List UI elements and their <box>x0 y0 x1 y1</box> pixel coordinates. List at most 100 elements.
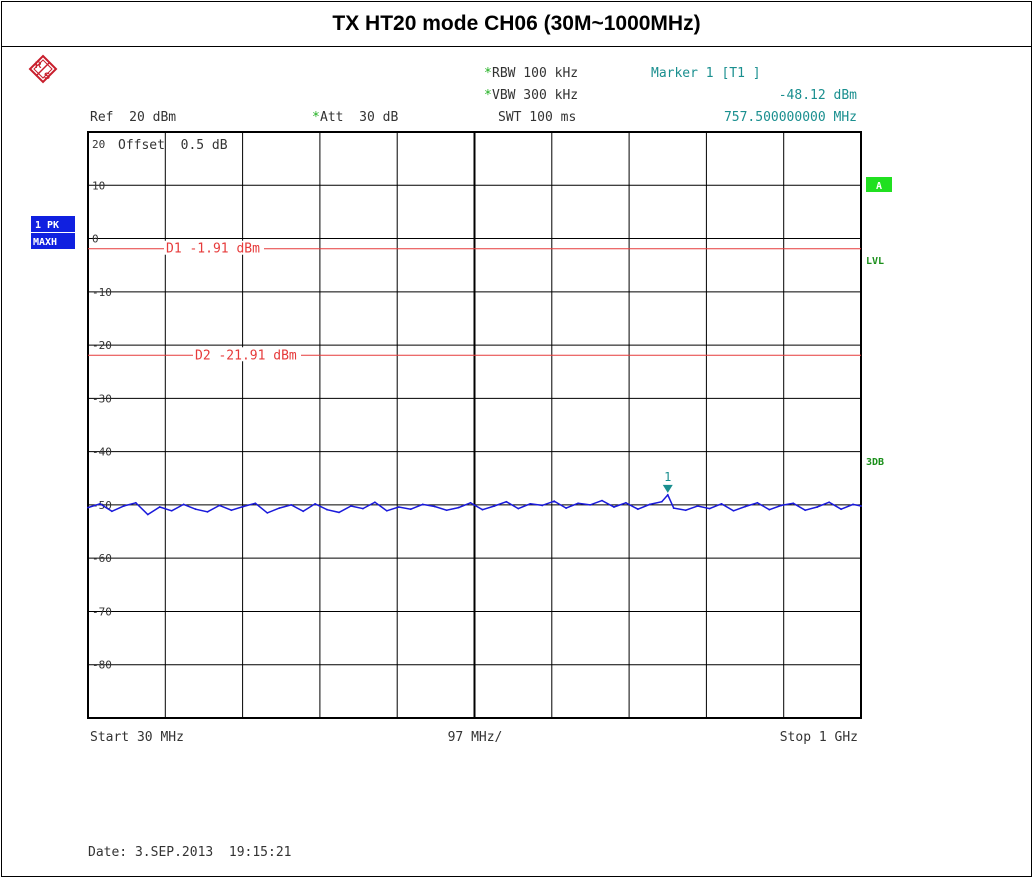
trace-point <box>409 508 412 511</box>
rohde-schwarz-logo: R S <box>28 54 58 84</box>
display-line-label-bg <box>193 347 301 362</box>
trace-mode-label: MAXH <box>33 237 57 248</box>
trace-point <box>565 507 568 510</box>
trace-point <box>278 507 281 510</box>
trace-point <box>613 506 615 508</box>
trace-point <box>852 503 854 506</box>
date-stamp: Date: 3.SEP.2013 19:15:21 <box>88 845 292 860</box>
svg-text:R: R <box>35 60 42 70</box>
trace-point <box>433 505 436 508</box>
display-line-label-bg <box>164 240 264 255</box>
marker-frequency: 757.500000000 MHz <box>724 110 857 125</box>
trace-point <box>636 508 639 511</box>
y-tick-label: -40 <box>92 446 112 459</box>
vbw-label: VBW 300 kHz <box>492 88 578 103</box>
trace-point <box>134 501 137 504</box>
trace-point <box>672 507 675 510</box>
trace-point <box>625 501 627 504</box>
trace-point <box>373 501 376 504</box>
trace-point <box>684 509 687 512</box>
trace-point <box>708 507 711 510</box>
trace-point <box>756 501 759 504</box>
trace-point <box>122 505 125 507</box>
trace-point <box>457 506 460 509</box>
trace-point <box>648 503 651 506</box>
three-db-badge: 3DB <box>866 457 884 468</box>
trace-point <box>182 503 185 506</box>
marker-1: 1 <box>662 470 673 493</box>
trace-point <box>87 506 89 509</box>
trace-point <box>529 502 532 505</box>
trace-point <box>780 504 783 507</box>
attenuation-label: Att 30 dB <box>320 110 398 125</box>
trace-point <box>314 502 317 505</box>
marker-title: Marker 1 [T1 ] <box>651 66 761 81</box>
marker-triangle <box>662 484 673 493</box>
display-line-label-d1: D1 -1.91 dBm <box>166 242 260 257</box>
trace-point <box>230 509 233 512</box>
trace-point <box>206 510 209 513</box>
trace-point <box>445 509 448 512</box>
y-tick-label: -20 <box>92 339 112 352</box>
trace-point <box>732 509 735 512</box>
lvl-badge: LVL <box>866 256 884 267</box>
grid <box>88 132 861 718</box>
svg-text:S: S <box>44 71 50 81</box>
trace-point <box>493 505 496 507</box>
trace-point <box>481 508 484 511</box>
trace-point <box>553 500 556 503</box>
trace-point <box>385 509 388 512</box>
trace-point <box>290 504 293 506</box>
y-tick-label: -80 <box>92 659 112 672</box>
trace-point <box>744 505 747 508</box>
y-tick-label: 20 <box>92 138 105 151</box>
y-tick-label: -30 <box>92 392 112 405</box>
rbw-star: * <box>484 66 492 81</box>
trace-point <box>111 510 113 513</box>
trace-point <box>505 500 508 503</box>
trace-point <box>720 502 723 505</box>
trace-point <box>541 504 544 507</box>
trace-point <box>517 507 520 510</box>
trace-point <box>99 502 101 505</box>
trace-point <box>469 501 472 504</box>
trace-point <box>338 511 340 514</box>
marker-level: -48.12 dBm <box>779 88 857 103</box>
ref-level-label: Ref 20 dBm <box>90 110 176 125</box>
trace-point <box>589 504 591 506</box>
trace-point <box>170 509 173 512</box>
y-tick-label: 10 <box>92 179 105 192</box>
y-tick-label: -70 <box>92 605 112 618</box>
trace-point <box>362 507 364 510</box>
trace-point <box>601 499 603 502</box>
trace-point <box>158 506 161 508</box>
a-badge-bg <box>866 177 892 192</box>
report-title: TX HT20 mode CH06 (30M~1000MHz) <box>332 12 701 35</box>
trace-point <box>350 505 352 507</box>
trace-point <box>840 508 842 511</box>
trace-point <box>266 512 269 514</box>
trace-detector-label: 1 PK <box>35 220 59 231</box>
trace-point <box>860 505 862 507</box>
trace-point <box>577 502 579 505</box>
trace-point <box>194 508 197 511</box>
stop-frequency: Stop 1 GHz <box>780 730 858 745</box>
marker-label: 1 <box>664 470 671 484</box>
sweep-time-label: SWT 100 ms <box>498 110 576 125</box>
trace-points <box>87 493 862 516</box>
trace-point <box>666 493 669 496</box>
trace-mode-badge: 1 PK MAXH <box>31 216 75 249</box>
trace-point <box>302 510 305 513</box>
trace-point <box>828 501 831 504</box>
start-frequency: Start 30 MHz <box>90 730 184 745</box>
trace-point <box>326 508 328 511</box>
att-star: * <box>312 110 320 125</box>
trace-point <box>660 500 663 503</box>
y-tick-label: 0 <box>92 233 99 246</box>
trace-point <box>696 505 699 507</box>
trace-point <box>804 509 807 512</box>
trace-point <box>242 505 245 508</box>
rbw-label: RBW 100 kHz <box>492 66 578 81</box>
